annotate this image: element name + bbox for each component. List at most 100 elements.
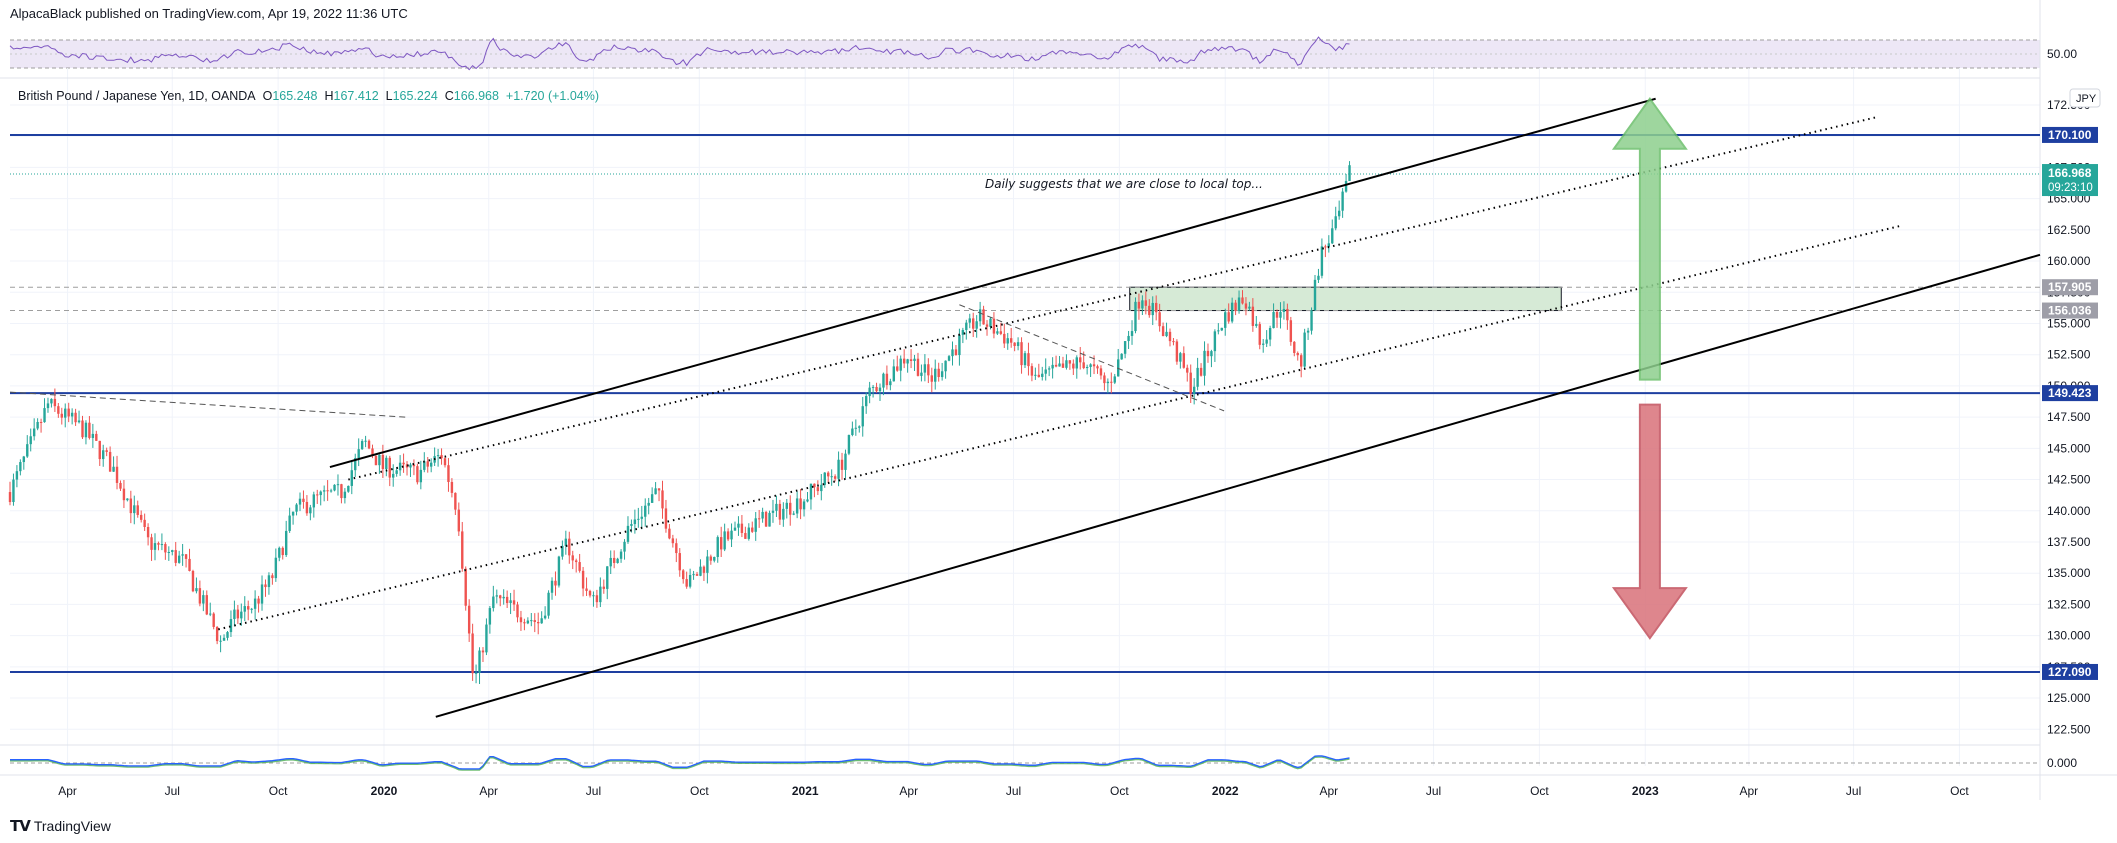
candle-body <box>699 566 702 576</box>
price-tick-label: 147.500 <box>2047 410 2091 424</box>
candle-body <box>298 498 302 505</box>
trend-lines[interactable] <box>9 97 2041 718</box>
candle-body <box>1130 331 1134 336</box>
candle-body <box>740 523 744 533</box>
candle-body <box>98 440 101 460</box>
candle-body <box>1013 342 1016 346</box>
candle-body <box>599 586 602 603</box>
projection-arrows <box>1611 97 1688 640</box>
candle-body <box>1051 364 1054 369</box>
candle-body <box>751 527 754 532</box>
candle-body <box>105 450 108 452</box>
candle-body <box>381 455 385 470</box>
candle-body <box>1217 330 1220 332</box>
candle-body <box>616 558 619 563</box>
candle-body <box>688 574 692 587</box>
candle-body <box>440 455 443 459</box>
candle-body <box>133 505 136 514</box>
candle-body <box>1113 376 1116 383</box>
candle-body <box>806 499 809 502</box>
candle-body <box>1289 320 1293 342</box>
candle-body <box>184 554 188 559</box>
candle-body <box>571 555 574 561</box>
candle-body <box>488 608 492 625</box>
candle-body <box>820 484 823 492</box>
time-tick-label: 2023 <box>1632 784 1659 798</box>
candle-body <box>226 632 229 638</box>
candle-body <box>764 511 768 527</box>
candle-body <box>1348 165 1351 181</box>
time-tick-label: Apr <box>1740 784 1759 798</box>
candle-body <box>706 556 709 573</box>
candle-body <box>502 596 505 599</box>
time-tick-label: Jul <box>165 784 180 798</box>
candle-body <box>374 455 378 466</box>
candle-body <box>53 398 57 407</box>
candle-body <box>150 537 153 550</box>
trend-line-solid <box>329 97 1656 469</box>
level-price-text: 157.905 <box>2048 280 2092 294</box>
candle-body <box>129 498 133 514</box>
open-label: O <box>262 89 273 103</box>
candle-body <box>1096 366 1099 369</box>
candle-body <box>467 605 471 634</box>
candle-body <box>523 622 526 624</box>
candle-body <box>557 556 561 586</box>
candle-body <box>70 412 74 417</box>
resistance-zone-box <box>1129 286 1562 312</box>
time-axis[interactable]: Apr Jul Oct 2020 Apr Jul Oct 2021 Apr Jul Oct 2022 A… <box>58 784 1969 798</box>
candle-body <box>316 494 319 496</box>
candle-body <box>847 434 851 454</box>
publish-header: AlpacaBlack published on TradingView.com… <box>10 6 408 21</box>
level-price-badge <box>2042 663 2098 680</box>
price-tick-label: 152.500 <box>2047 348 2091 362</box>
price-tick-label: 155.000 <box>2047 316 2091 330</box>
candle-body <box>1262 343 1265 345</box>
price-axis[interactable]: 122.500125.000127.500130.000132.500135.0… <box>2042 47 2101 770</box>
osc-value-label: 0.000 <box>2047 756 2077 770</box>
candle-body <box>861 406 864 427</box>
candle-body <box>975 321 978 329</box>
candle-body <box>789 502 792 515</box>
candle-body <box>219 640 222 642</box>
candle-body <box>209 613 212 615</box>
candle-body <box>961 329 965 335</box>
candle-body <box>985 324 989 327</box>
candle-body <box>8 492 12 503</box>
candle-body <box>39 421 43 423</box>
candle-body <box>495 595 498 597</box>
candle-body <box>1296 352 1299 356</box>
candle-body <box>588 590 592 596</box>
candle-body <box>1324 246 1327 248</box>
candle-body <box>392 473 395 478</box>
candle-body <box>1161 326 1165 337</box>
candle-body <box>871 386 875 388</box>
candle-body <box>644 505 647 517</box>
candle-body <box>357 449 360 459</box>
candle-body <box>927 364 930 376</box>
candle-body <box>1255 324 1258 326</box>
candle-body <box>996 331 999 334</box>
level-price-text: 170.100 <box>2048 128 2092 142</box>
candle-body <box>385 457 388 470</box>
candle-body <box>398 462 402 471</box>
candle-body <box>1151 302 1154 316</box>
candle-body <box>1234 302 1237 311</box>
time-tick-label: Jul <box>586 784 601 798</box>
symbol-name[interactable]: British Pound / Japanese Yen, 1D, OANDA <box>18 89 256 103</box>
candle-body <box>1072 363 1075 369</box>
time-tick-label: Apr <box>479 784 498 798</box>
candle-body <box>378 455 381 466</box>
candle-body <box>1306 330 1310 333</box>
tradingview-brand[interactable]: 𝗧𝗩 TradingView <box>10 817 111 835</box>
time-tick-label: Oct <box>1110 784 1129 798</box>
candle-body <box>1165 331 1168 337</box>
candle-body <box>1047 368 1051 370</box>
candle-body <box>108 451 112 472</box>
candle-body <box>36 421 39 429</box>
candle-body <box>889 381 892 386</box>
candle-body <box>623 541 626 552</box>
candle-body <box>1123 341 1127 354</box>
low-label: L <box>385 89 393 103</box>
